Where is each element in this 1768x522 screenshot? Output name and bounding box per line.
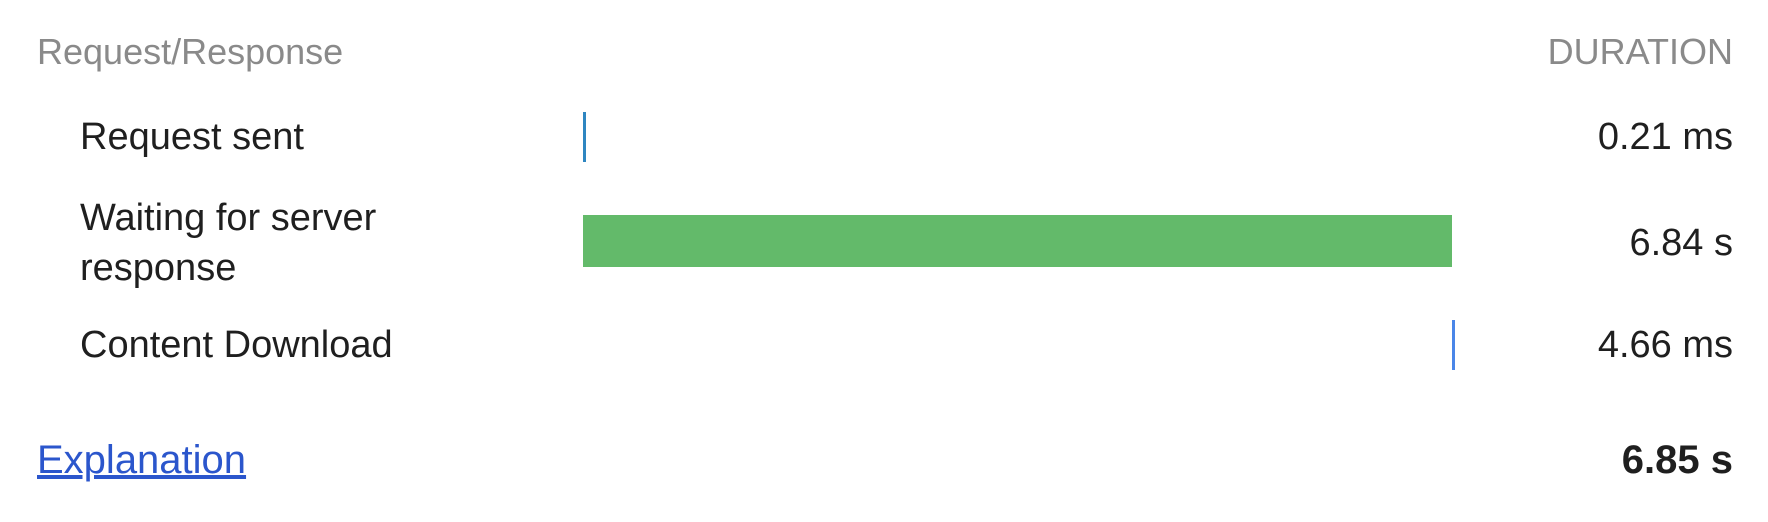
timing-bar-content-download [1451,320,1455,370]
row-label-request-sent: Request sent [80,116,304,158]
explanation-link[interactable]: Explanation [37,438,247,482]
timing-track-content-download [583,320,1455,370]
row-duration-content-download: 4.66 ms [1597,324,1733,366]
timing-bar-request-sent [583,112,586,162]
row-label-waiting-for-server-response: Waiting for server response [80,197,377,289]
timing-track-request-sent [583,112,1453,162]
row-label-content-download: Content Download [80,324,393,366]
timing-track-waiting-for-server-response [583,215,1453,267]
row-duration-request-sent: 0.21 ms [1597,116,1733,158]
duration-column-header: DURATION [1547,31,1733,72]
timing-bar-waiting-for-server-response [583,215,1452,267]
total-duration: 6.85 s [1621,438,1733,482]
section-title: Request/Response [37,31,344,72]
row-duration-waiting-for-server-response: 6.84 s [1629,222,1733,264]
